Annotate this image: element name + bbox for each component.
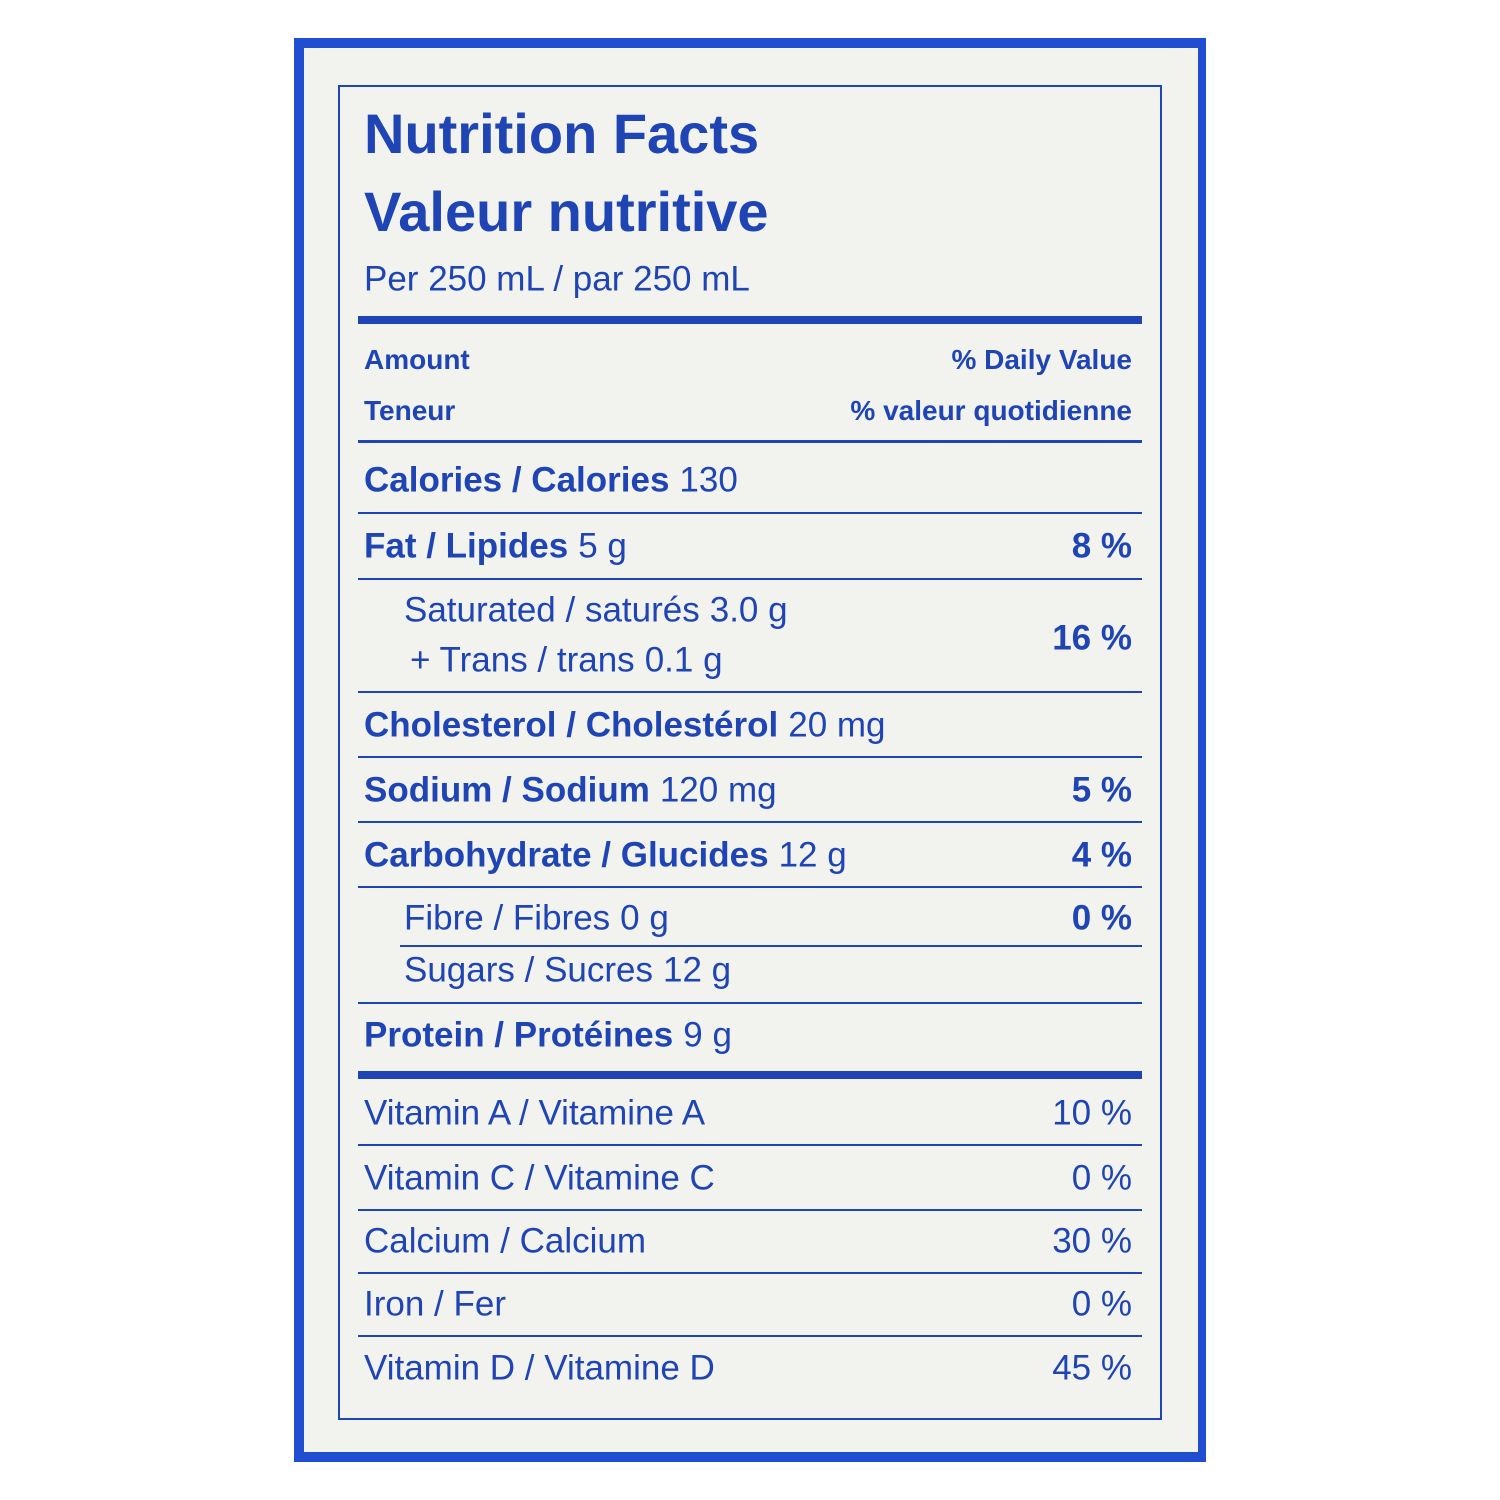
daily-value: 16 %	[1052, 618, 1132, 658]
nutrient-amount: 120 mg	[659, 770, 777, 810]
nutrient-name: Sugars / Sucres	[404, 950, 653, 990]
rule	[358, 578, 1142, 580]
rule	[358, 1209, 1142, 1211]
vitamin-name: Vitamin A / Vitamine A	[364, 1093, 706, 1133]
rule	[358, 691, 1142, 693]
nutrient-amount: 9 g	[683, 1015, 732, 1055]
nutrient-amount: 5 g	[578, 526, 627, 566]
rule	[358, 1144, 1142, 1146]
rule	[358, 886, 1142, 888]
nutrient-row: + Trans / trans 0.1 g	[410, 643, 723, 678]
nutrient-amount: 3.0 g	[709, 590, 788, 630]
daily-value: 0 %	[1071, 898, 1132, 938]
column-header: % Daily Value	[951, 344, 1132, 375]
nutrient-row: Fat / Lipides 5 g	[364, 529, 627, 564]
nutrient-amount: 12 g	[663, 950, 732, 990]
thick-rule	[358, 1071, 1142, 1079]
serving: Per 250 mL / par 250 mL	[364, 259, 750, 299]
nutrient-name: Carbohydrate / Glucides	[364, 835, 769, 875]
nutrient-name: Saturated / saturés	[404, 590, 700, 630]
nutrient-row: Protein / Protéines 9 g	[364, 1018, 732, 1053]
label-frame	[338, 85, 1162, 1420]
column-header: Teneur	[364, 395, 456, 426]
rule	[358, 821, 1142, 823]
vitamin-name: Vitamin D / Vitamine D	[364, 1348, 715, 1388]
nutrient-amount: 20 mg	[788, 705, 886, 745]
rule	[400, 945, 1142, 947]
title: Valeur nutritive	[364, 180, 769, 243]
nutrient-amount: 12 g	[778, 835, 847, 875]
column-header: Amount	[364, 344, 470, 375]
daily-value: 5 %	[1071, 770, 1132, 810]
column-header: % valeur quotidienne	[850, 395, 1132, 426]
nutrient-name: Sodium / Sodium	[364, 770, 650, 810]
daily-value: 4 %	[1071, 835, 1132, 875]
nutrient-row: Cholesterol / Cholestérol 20 mg	[364, 708, 886, 743]
daily-value: 30 %	[1052, 1221, 1132, 1261]
nutrient-name: + Trans / trans	[410, 640, 635, 680]
vitamin-name: Calcium / Calcium	[364, 1221, 646, 1261]
rule	[358, 512, 1142, 514]
nutrient-amount: 0.1 g	[644, 640, 723, 680]
rule	[358, 1335, 1142, 1337]
rule	[358, 1272, 1142, 1274]
daily-value: 8 %	[1071, 526, 1132, 566]
nutrient-row: Saturated / saturés 3.0 g	[404, 593, 788, 628]
vitamin-name: Iron / Fer	[364, 1284, 506, 1324]
daily-value: 0 %	[1071, 1284, 1132, 1324]
vitamin-name: Vitamin C / Vitamine C	[364, 1158, 715, 1198]
nutrient-name: Calories / Calories	[364, 460, 670, 500]
nutrient-name: Cholesterol / Cholestérol	[364, 705, 779, 745]
rule	[358, 756, 1142, 758]
rule	[358, 1002, 1142, 1004]
nutrient-row: Calories / Calories 130	[364, 463, 738, 498]
title: Nutrition Facts	[364, 102, 760, 165]
thick-rule	[358, 316, 1142, 324]
nutrient-name: Protein / Protéines	[364, 1015, 674, 1055]
rule	[358, 440, 1142, 443]
daily-value: 45 %	[1052, 1348, 1132, 1388]
daily-value: 0 %	[1071, 1158, 1132, 1198]
nutrient-row: Sodium / Sodium 120 mg	[364, 773, 777, 808]
nutrient-amount: 0 g	[620, 898, 669, 938]
nutrient-row: Fibre / Fibres 0 g	[404, 901, 669, 936]
nutrient-name: Fibre / Fibres	[404, 898, 611, 938]
nutrient-row: Carbohydrate / Glucides 12 g	[364, 838, 847, 873]
nutrient-row: Sugars / Sucres 12 g	[404, 953, 731, 988]
label-background	[304, 48, 1198, 1452]
nutrient-amount: 130	[679, 460, 738, 500]
daily-value: 10 %	[1052, 1093, 1132, 1133]
nutrient-name: Fat / Lipides	[364, 526, 569, 566]
